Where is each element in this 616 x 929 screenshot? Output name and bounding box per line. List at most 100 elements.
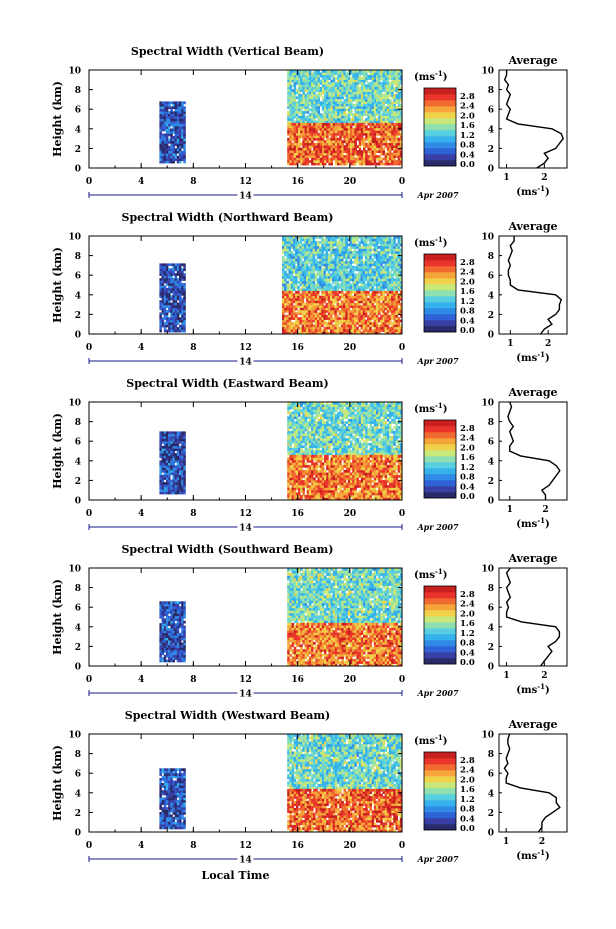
colorbar-swatch xyxy=(424,94,456,101)
heatmap-cell xyxy=(384,305,387,308)
heatmap-cell xyxy=(378,253,381,257)
heatmap-cell xyxy=(380,96,383,100)
heatmap-cell xyxy=(170,153,173,156)
heatmap-cell xyxy=(384,120,388,124)
heatmap-cell xyxy=(362,241,366,244)
heatmap-cell xyxy=(302,132,305,136)
heatmap-cell xyxy=(165,131,169,134)
heatmap-cell xyxy=(340,258,344,262)
heatmap-cell xyxy=(284,331,287,335)
heatmap-cell xyxy=(321,307,324,311)
heatmap-cell xyxy=(347,157,351,161)
heatmap-cell xyxy=(338,290,342,294)
heatmap-cell xyxy=(340,238,344,242)
heatmap-cell xyxy=(321,96,325,100)
heatmap-cell xyxy=(334,285,337,289)
heatmap-cell xyxy=(168,273,171,276)
heatmap-cell xyxy=(179,285,182,289)
heatmap-cell xyxy=(371,253,374,257)
heatmap-cell xyxy=(347,307,350,311)
heatmap-cell xyxy=(326,98,329,102)
heatmap-cell xyxy=(347,118,351,121)
heatmap-cell xyxy=(183,327,186,330)
heatmap-cell xyxy=(337,98,340,102)
heatmap-cell xyxy=(168,310,171,313)
heatmap-cell xyxy=(337,152,340,156)
heatmap-cell xyxy=(384,130,388,134)
heatmap-cell xyxy=(356,96,359,100)
heatmap-cell xyxy=(380,135,383,139)
heatmap-cell xyxy=(376,132,379,136)
heatmap-cell xyxy=(300,74,303,78)
heatmap-cell xyxy=(301,273,305,277)
heatmap-cell xyxy=(365,118,368,121)
heatmap-cell xyxy=(300,89,303,92)
heatmap-cell xyxy=(384,106,388,109)
heatmap-cell xyxy=(340,300,344,304)
heatmap-cell xyxy=(319,270,322,274)
heatmap-cell xyxy=(327,298,331,301)
heatmap-cell xyxy=(367,98,370,102)
heatmap-cell xyxy=(326,84,329,88)
heatmap-cell xyxy=(397,270,401,274)
heatmap-cell xyxy=(384,145,388,148)
heatmap-cell xyxy=(345,256,348,259)
heatmap-cell xyxy=(393,140,396,144)
heatmap-cell xyxy=(332,127,336,131)
heatmap-cell xyxy=(376,137,379,141)
heatmap-cell xyxy=(393,293,396,296)
heatmap-cell xyxy=(172,118,175,122)
heatmap-cell xyxy=(295,130,299,134)
heatmap-cell xyxy=(380,243,383,247)
heatmap-cell xyxy=(384,278,387,282)
heatmap-cells xyxy=(159,70,403,166)
heatmap-cell xyxy=(308,248,311,252)
heatmap-cell xyxy=(337,127,340,131)
heatmap-cell xyxy=(369,283,372,287)
heatmap-cell xyxy=(362,278,366,282)
heatmap-cell xyxy=(170,101,173,105)
heatmap-cell xyxy=(352,94,355,97)
heatmap-cell xyxy=(165,113,169,117)
heatmap-cell xyxy=(347,142,351,146)
heatmap-cell xyxy=(313,130,316,134)
heatmap-cell xyxy=(306,79,310,83)
heatmap-cell xyxy=(330,331,333,335)
heatmap-cell xyxy=(362,265,366,269)
heatmap-cell xyxy=(380,290,383,294)
heatmap-cell xyxy=(337,125,340,129)
heatmap-cell xyxy=(183,263,186,267)
heatmap-cell xyxy=(303,238,307,242)
heatmap-cell xyxy=(165,305,169,308)
heatmap-cell xyxy=(330,236,333,239)
heatmap-cell xyxy=(378,72,381,76)
heatmap-cell xyxy=(343,140,346,144)
heatmap-cell xyxy=(176,138,180,142)
heatmap-cell xyxy=(358,147,362,151)
heatmap-cell xyxy=(290,300,294,304)
heatmap-cell xyxy=(362,260,366,264)
heatmap-cell xyxy=(287,132,290,136)
heatmap-cell xyxy=(386,331,390,335)
heatmap-cell xyxy=(373,265,377,269)
heatmap-cell xyxy=(340,317,344,320)
heatmap-cell xyxy=(384,140,388,144)
heatmap-cell xyxy=(382,84,385,88)
heatmap-cell xyxy=(358,77,362,80)
heatmap-cell xyxy=(339,94,342,97)
heatmap-cell xyxy=(330,268,333,272)
heatmap-cell xyxy=(324,135,327,139)
heatmap-cell xyxy=(347,147,351,151)
heatmap-cell xyxy=(172,268,175,272)
heatmap-cell xyxy=(378,82,381,85)
heatmap-cell xyxy=(293,147,297,151)
heatmap-cell xyxy=(360,263,364,267)
heatmap-cell xyxy=(303,265,307,269)
heatmap-cell xyxy=(343,135,346,139)
heatmap-cell xyxy=(315,86,318,90)
heatmap-cell xyxy=(163,273,167,276)
heatmap-cell xyxy=(304,103,308,107)
heatmap-cell xyxy=(330,295,333,299)
heatmap-cell xyxy=(384,127,388,131)
heatmap-cell xyxy=(176,145,180,149)
